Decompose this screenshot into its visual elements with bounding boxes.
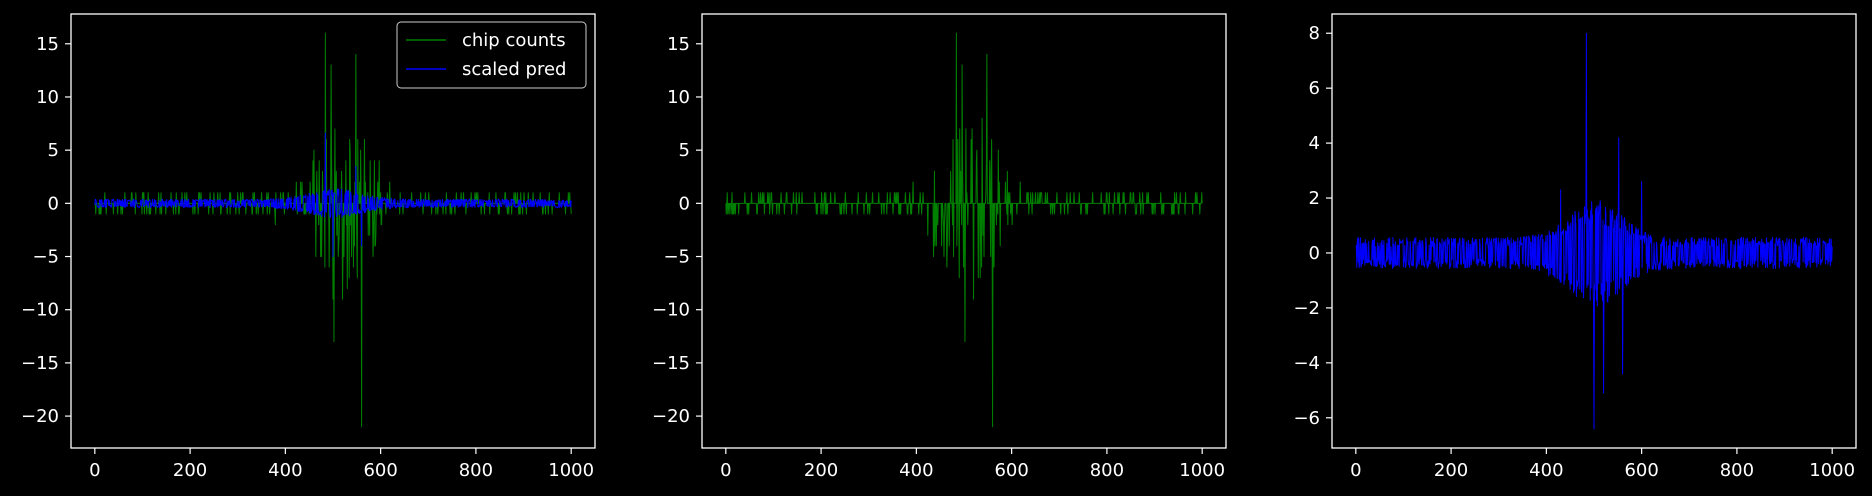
x-tick-label: 400 (1529, 460, 1563, 481)
chart-panel-left: 0 200 400 600 800 1000 −20 −15 −10 −5 0 5 10 15 chip … (21, 13, 596, 481)
x-tick-label: 600 (1624, 460, 1658, 481)
ticks-layer: 0 200 400 600 800 1000 −20 −15 −10 −5 0 5 10 15 (652, 34, 1225, 481)
x-tick-label: 0 (720, 460, 731, 481)
y-tick-label: 5 (48, 140, 59, 161)
legend: chip counts scaled pred (396, 21, 587, 89)
y-tick-label: −10 (21, 300, 59, 321)
y-tick-label: −20 (652, 406, 690, 427)
x-tick-label: 1000 (548, 460, 594, 481)
y-tick-label: 15 (36, 34, 59, 55)
x-tick-label: 600 (363, 460, 397, 481)
ticks-layer: 0 200 400 600 800 1000 −6 −4 −2 0 2 4 6 8 (1293, 23, 1855, 481)
series-line-counts (725, 32, 1203, 428)
x-tick-label: 1000 (1809, 460, 1855, 481)
y-tick-label: −15 (652, 353, 690, 374)
y-tick-label: −15 (21, 353, 59, 374)
chart-panel-middle: 0 200 400 600 800 1000 −20 −15 −10 −5 0 5 10 15 (652, 13, 1227, 481)
x-tick-label: 800 (1090, 460, 1124, 481)
x-tick-label: 400 (899, 460, 933, 481)
x-tick-label: 400 (268, 460, 302, 481)
y-tick-label: 0 (48, 193, 59, 214)
y-tick-label: 6 (1309, 78, 1320, 99)
y-tick-label: 8 (1309, 23, 1320, 44)
series-layer (94, 32, 572, 428)
x-tick-label: 800 (1720, 460, 1754, 481)
x-tick-label: 200 (1434, 460, 1468, 481)
y-tick-label: 10 (667, 87, 690, 108)
chart-panel-right: 0 200 400 600 800 1000 −6 −4 −2 0 2 4 6 8 (1293, 13, 1857, 481)
legend-label-scaled-pred: scaled pred (462, 59, 566, 80)
y-tick-label: −5 (663, 247, 690, 268)
y-tick-label: 10 (36, 87, 59, 108)
series-line-pred (1355, 32, 1833, 430)
y-tick-label: −2 (1293, 298, 1320, 319)
ticks-layer: 0 200 400 600 800 1000 −20 −15 −10 −5 0 5 10 15 (21, 34, 594, 481)
y-tick-label: −10 (652, 300, 690, 321)
x-tick-label: 0 (1350, 460, 1361, 481)
y-tick-label: −20 (21, 406, 59, 427)
legend-label-chip-counts: chip counts (462, 30, 566, 51)
x-tick-label: 0 (89, 460, 100, 481)
x-tick-label: 200 (804, 460, 838, 481)
y-tick-label: 0 (679, 193, 690, 214)
x-tick-label: 600 (994, 460, 1028, 481)
y-tick-label: −4 (1293, 353, 1320, 374)
x-tick-label: 1000 (1179, 460, 1225, 481)
x-tick-label: 200 (173, 460, 207, 481)
y-tick-label: −6 (1293, 408, 1320, 429)
x-tick-label: 800 (459, 460, 493, 481)
axes-frame (701, 13, 1227, 449)
series-line-scaled-pred (94, 132, 572, 258)
axes-frame (1331, 13, 1857, 449)
series-layer (1355, 32, 1833, 430)
y-tick-label: 4 (1309, 133, 1320, 154)
axes-frame (70, 13, 596, 449)
y-tick-label: 0 (1309, 243, 1320, 264)
legend-box (396, 21, 587, 89)
y-tick-label: −5 (32, 247, 59, 268)
y-tick-label: 2 (1309, 188, 1320, 209)
y-tick-label: 15 (667, 34, 690, 55)
y-tick-label: 5 (679, 140, 690, 161)
series-layer (725, 32, 1203, 428)
